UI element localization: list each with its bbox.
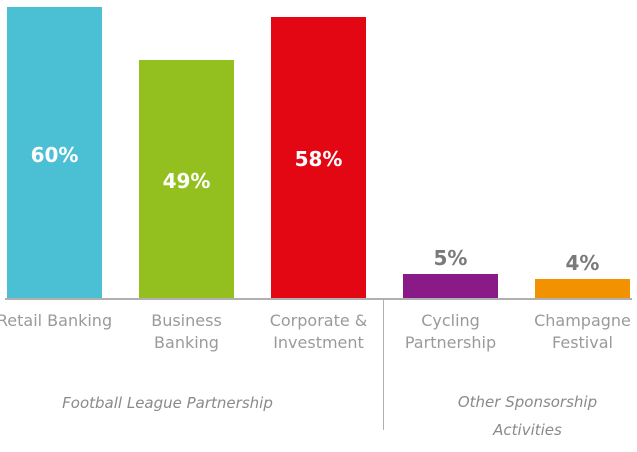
data-label: 60%	[30, 142, 79, 167]
group-divider	[383, 298, 384, 430]
x-tick-label: Retail Banking	[0, 311, 113, 330]
x-tick-label: Corporate & Investment	[269, 311, 368, 352]
x-tick-label: Business Banking	[151, 311, 222, 352]
data-label: 5%	[433, 245, 468, 270]
data-label: 49%	[162, 169, 211, 194]
bar	[271, 16, 366, 298]
bar	[7, 7, 102, 298]
bar	[139, 60, 234, 298]
bar	[403, 273, 498, 298]
x-tick-label: Champagne Festival	[534, 311, 631, 352]
baseline	[5, 298, 632, 300]
x-tick-label: Cycling Partnership	[404, 311, 497, 352]
bar	[535, 278, 630, 298]
group-label: Football League Partnership	[62, 394, 273, 412]
group-label: Other Sponsorship Activities	[457, 393, 598, 439]
data-label: 4%	[565, 250, 600, 275]
data-label: 58%	[294, 147, 343, 172]
